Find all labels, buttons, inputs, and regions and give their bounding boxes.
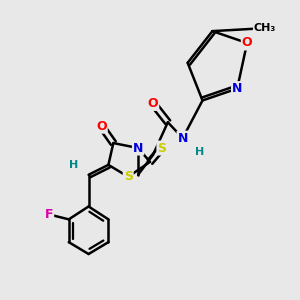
Text: N: N	[133, 142, 143, 154]
Text: O: O	[96, 120, 107, 133]
Text: H: H	[69, 160, 78, 170]
Text: O: O	[148, 97, 158, 110]
Text: CH₃: CH₃	[254, 23, 276, 33]
Text: N: N	[178, 132, 188, 145]
Text: O: O	[242, 37, 252, 50]
Text: F: F	[45, 208, 53, 221]
Text: N: N	[232, 82, 242, 95]
Text: S: S	[124, 170, 133, 183]
Text: H: H	[195, 147, 204, 157]
Text: S: S	[158, 142, 166, 154]
